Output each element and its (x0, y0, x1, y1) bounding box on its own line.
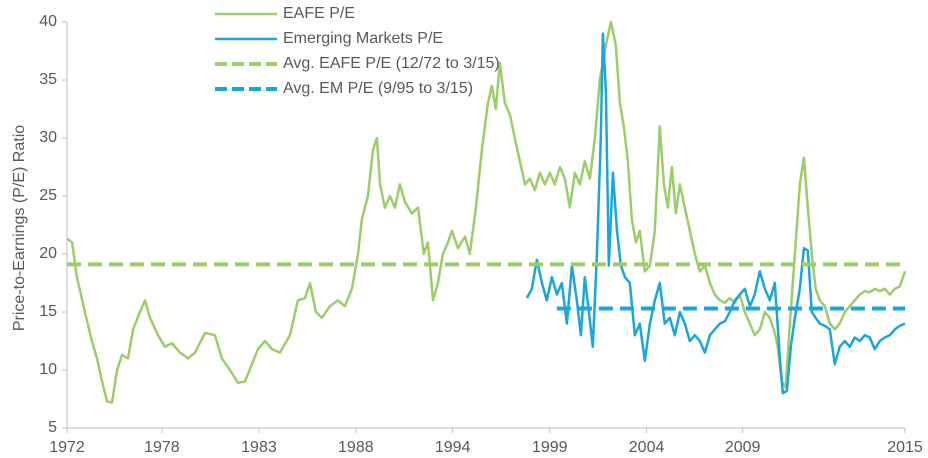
x-tick-label: 1994 (435, 439, 471, 456)
legend-label: EAFE P/E (283, 5, 355, 22)
y-tick-label: 15 (39, 303, 57, 320)
y-tick-label: 35 (39, 71, 57, 88)
y-tick-label: 25 (39, 187, 57, 204)
legend-label: Emerging Markets P/E (283, 30, 443, 47)
series-line (525, 32, 906, 395)
y-tick-label: 10 (39, 361, 57, 378)
x-tick-label: 1988 (338, 439, 374, 456)
legend-label: Avg. EAFE P/E (12/72 to 3/15) (283, 55, 500, 72)
x-tick-label: 1999 (532, 439, 568, 456)
y-axis-label: Price-to-Earnings (P/E) Ratio (11, 125, 28, 331)
x-tick-label: 2015 (887, 439, 923, 456)
y-tick-label: 30 (39, 129, 57, 146)
x-tick-label: 2009 (725, 439, 761, 456)
x-tick-label: 1978 (144, 439, 180, 456)
y-tick-label: 5 (48, 419, 57, 436)
x-tick-label: 1983 (241, 439, 277, 456)
y-tick-label: 20 (39, 245, 57, 262)
x-tick-label: 2004 (629, 439, 665, 456)
x-tick-label: 1972 (49, 439, 85, 456)
y-tick-label: 40 (39, 13, 57, 30)
legend-label: Avg. EM P/E (9/95 to 3/15) (283, 80, 473, 97)
